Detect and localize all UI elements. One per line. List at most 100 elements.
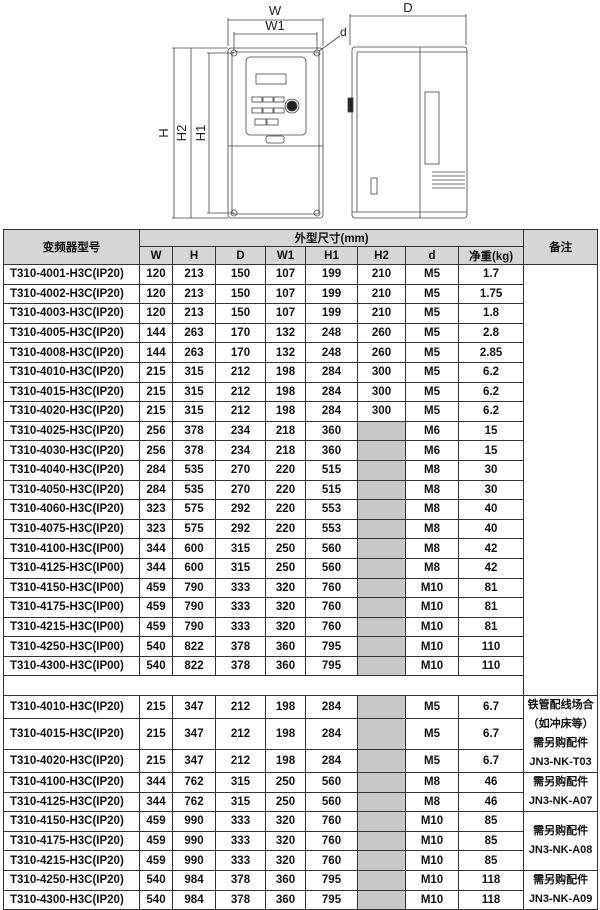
side-view-body <box>351 46 468 219</box>
value-cell: 315 <box>215 557 266 579</box>
header-col: 净重(kg) <box>457 246 525 265</box>
value-cell: 333 <box>215 811 266 832</box>
value-cell: 110 <box>457 636 525 657</box>
remark-line: 需另购配件 <box>533 825 589 838</box>
value-cell: 984 <box>172 889 216 910</box>
value-cell: 212 <box>215 361 266 383</box>
value-cell: 81 <box>457 577 525 599</box>
remark-cell: 需另购配件 JN3-NK-A07 <box>523 771 599 813</box>
value-cell: 263 <box>172 342 216 363</box>
value-cell: 315 <box>215 771 266 793</box>
model-cell: T310-4050-H3C(IP20) <box>3 479 140 501</box>
value-cell: 81 <box>457 597 525 618</box>
model-cell: T310-4215-H3C(IP00) <box>3 616 140 638</box>
table-row: T310-4300-H3C(IP20) 540 984 378 360 795 M10 118 <box>3 889 598 910</box>
dimension-table: 变频器型号 外型尺寸(mm) 备注 W H D W1 H1 H2 d 净重(kg) T310-… <box>2 229 599 910</box>
table-row: T310-4250-H3C(IP20) 540 984 378 360 795 M10 118… <box>3 869 599 910</box>
value-cell <box>357 791 406 813</box>
remark-line: JN3-NK-A09 <box>528 893 593 906</box>
value-cell: M5 <box>405 303 459 324</box>
value-cell: 284 <box>305 694 358 720</box>
value-cell: 333 <box>215 577 266 599</box>
remark-cell: 铁管配线场合 （如冲床等） 需另购配件 JN3-NK-T03 <box>523 694 599 773</box>
value-cell: 284 <box>305 381 358 403</box>
value-cell: 990 <box>172 830 216 852</box>
value-cell: 347 <box>172 694 216 720</box>
model-cell: T310-4001-H3C(IP20) <box>3 264 140 285</box>
remark-line: JN3-NK-A08 <box>528 844 593 857</box>
header-model: 变频器型号 <box>3 229 140 265</box>
value-cell: 300 <box>357 381 406 403</box>
model-cell: T310-4125-H3C(IP00) <box>3 557 140 579</box>
table-row: T310-4010-H3C(IP20) 215 315 212 198 284 300 M5 6… <box>3 361 598 383</box>
table-row: T310-4075-H3C(IP20) 323 575 292 220 553 M8 40 <box>3 518 598 540</box>
header-col: H2 <box>357 246 406 265</box>
value-cell <box>357 636 406 657</box>
value-cell: 344 <box>139 538 173 559</box>
value-cell: 535 <box>172 479 216 501</box>
value-cell: 575 <box>172 518 216 540</box>
header-remark: 备注 <box>523 229 599 265</box>
value-cell: 150 <box>215 283 266 305</box>
value-cell: 270 <box>215 479 266 501</box>
value-cell: 170 <box>215 342 266 363</box>
model-cell: T310-4060-H3C(IP20) <box>3 499 140 520</box>
value-cell: 215 <box>139 401 173 422</box>
value-cell: 260 <box>357 322 406 344</box>
value-cell: 333 <box>215 616 266 638</box>
value-cell: 215 <box>139 381 173 403</box>
value-cell: M5 <box>405 342 459 363</box>
value-cell: M5 <box>405 718 459 750</box>
value-cell <box>357 869 406 891</box>
value-cell: 40 <box>457 499 525 520</box>
value-cell <box>357 771 406 793</box>
value-cell: M5 <box>405 748 459 773</box>
value-cell: 315 <box>172 401 216 422</box>
value-cell: 360 <box>265 869 306 891</box>
value-cell: M10 <box>405 830 459 852</box>
value-cell: 199 <box>305 264 358 285</box>
table-row: T310-4030-H3C(IP20) 256 378 234 218 360 M6 15 <box>3 440 598 461</box>
value-cell: M10 <box>405 636 459 657</box>
remark-line: JN3-NK-A07 <box>528 795 593 808</box>
value-cell: 132 <box>265 322 306 344</box>
label-H2: H2 <box>174 125 189 142</box>
value-cell: 212 <box>215 718 266 750</box>
value-cell: M5 <box>405 264 459 285</box>
value-cell: 984 <box>172 869 216 891</box>
value-cell: M8 <box>405 518 459 540</box>
value-cell <box>357 597 406 618</box>
model-cell: T310-4025-H3C(IP20) <box>3 420 140 442</box>
value-cell: 760 <box>305 811 358 832</box>
label-W1: W1 <box>265 18 285 33</box>
value-cell: 600 <box>172 538 216 559</box>
value-cell: 132 <box>265 342 306 363</box>
value-cell: 333 <box>215 597 266 618</box>
model-cell: T310-4020-H3C(IP20) <box>3 401 140 422</box>
value-cell: M5 <box>405 322 459 344</box>
value-cell: 150 <box>215 264 266 285</box>
value-cell: M8 <box>405 538 459 559</box>
value-cell: 170 <box>215 322 266 344</box>
value-cell: 250 <box>265 791 306 813</box>
table-row: T310-4050-H3C(IP20) 284 535 270 220 515 M8 30 <box>3 479 598 501</box>
value-cell: 553 <box>305 518 358 540</box>
value-cell: 198 <box>265 748 306 773</box>
value-cell: 256 <box>139 420 173 442</box>
label-d: d <box>340 25 347 39</box>
value-cell: 15 <box>457 440 525 461</box>
value-cell: 360 <box>305 420 358 442</box>
value-cell: 795 <box>305 889 358 910</box>
value-cell: 790 <box>172 597 216 618</box>
table-row: T310-4125-H3C(IP20) 344 762 315 250 560 M8 46 <box>3 791 598 813</box>
value-cell: 540 <box>139 655 173 677</box>
value-cell: 560 <box>305 538 358 559</box>
value-cell: 560 <box>305 791 358 813</box>
value-cell: 333 <box>215 830 266 852</box>
table-row: T310-4100-H3C(IP00) 344 600 315 250 560 M8 42 <box>3 538 598 559</box>
value-cell <box>357 518 406 540</box>
table-row: T310-4150-H3C(IP00) 459 790 333 320 760 M10 81 <box>3 577 598 599</box>
value-cell: 320 <box>265 830 306 852</box>
value-cell: 795 <box>305 636 358 657</box>
remark-line: （如冲床等） <box>527 717 594 730</box>
